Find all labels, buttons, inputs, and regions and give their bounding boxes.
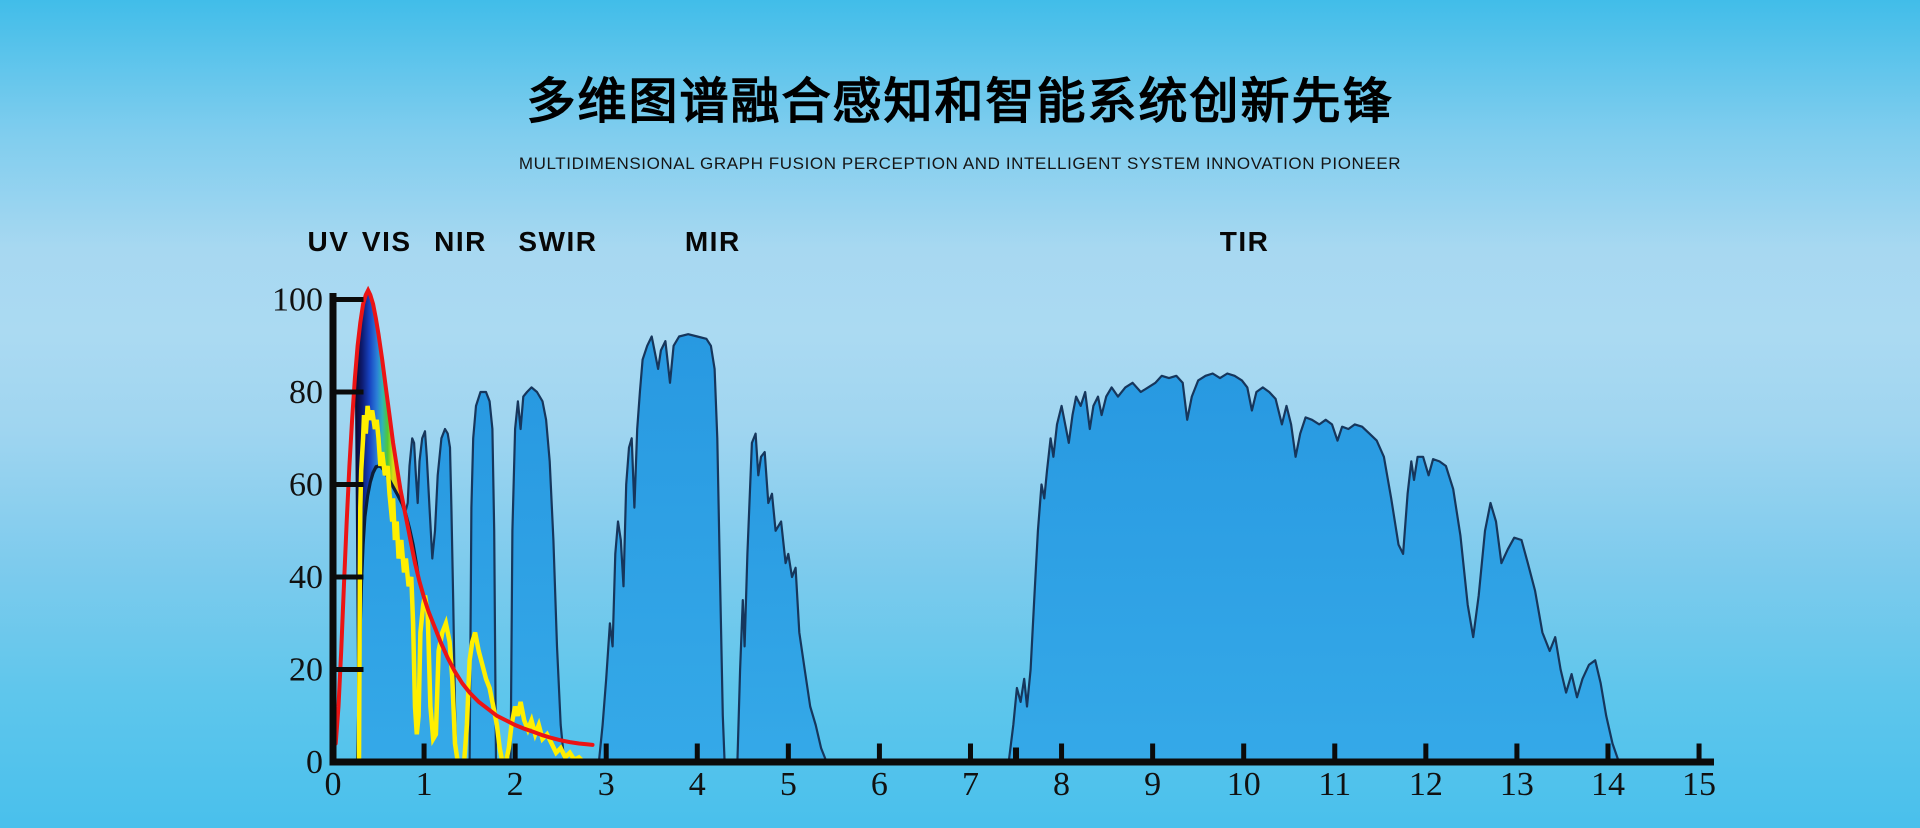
page-subtitle: MULTIDIMENSIONAL GRAPH FUSION PERCEPTION… [518, 154, 1402, 173]
y-tick-label: 20 [289, 652, 323, 689]
x-tick [1332, 743, 1338, 759]
x-tick [1696, 743, 1702, 759]
x-tick [694, 743, 700, 759]
x-axis [329, 758, 1714, 766]
x-tick [512, 743, 518, 759]
y-tick-label: 0 [306, 744, 323, 781]
band-label-swir: SWIR [518, 226, 597, 257]
x-tick [1241, 743, 1247, 759]
transmission-window-area [468, 390, 498, 764]
x-tick-label: 15 [1682, 766, 1716, 803]
x-tick [421, 743, 427, 759]
x-tick [1514, 743, 1520, 759]
band-label-nir: NIR [434, 226, 487, 257]
band-label-vis: VIS [362, 226, 412, 257]
x-tick [1150, 743, 1156, 759]
x-tick [603, 743, 609, 759]
transmission-window-area [1007, 372, 1620, 764]
x-tick-label: 2 [507, 766, 524, 803]
y-tick-label: 40 [289, 559, 323, 596]
band-label-tir: TIR [1220, 226, 1270, 257]
x-tick-label: 1 [416, 766, 433, 803]
transmission-window-area [736, 432, 828, 764]
x-tick-label: 3 [598, 766, 615, 803]
x-tick-label: 5 [780, 766, 797, 803]
blackbody-envelope-curve [333, 285, 595, 747]
band-label-uv: UV [307, 226, 349, 257]
x-tick-label: 0 [325, 766, 342, 803]
y-tick-label: 60 [289, 467, 323, 504]
x-tick [1423, 743, 1429, 759]
y-tick [336, 389, 364, 395]
y-tick [336, 297, 364, 302]
page-title: 多维图谱融合感知和智能系统创新先锋 [526, 75, 1394, 129]
x-tick [876, 743, 882, 759]
x-tick-label: 6 [871, 766, 888, 803]
x-tick [1605, 743, 1611, 759]
y-tick [336, 574, 364, 580]
x-tick-label: 9 [1144, 766, 1161, 803]
x-tick-label: 7 [962, 766, 979, 803]
transmission-window-area [509, 386, 566, 764]
x-tick-label: 11 [1318, 766, 1351, 803]
x-tick [1059, 743, 1065, 759]
x-tick [967, 743, 973, 759]
transmission-window-area [597, 333, 726, 764]
y-tick-label: 80 [289, 374, 323, 411]
x-tick-label: 8 [1053, 766, 1070, 803]
x-tick-label: 12 [1409, 766, 1443, 803]
x-tick-label: 10 [1227, 766, 1261, 803]
band-label-mir: MIR [685, 226, 741, 257]
x-tick-label: 14 [1591, 766, 1625, 803]
y-tick [336, 482, 364, 487]
x-tick [785, 743, 791, 759]
x-tick-label: 13 [1500, 766, 1534, 803]
y-axis [329, 293, 337, 766]
x-minor-tick [1013, 747, 1020, 759]
transmission-window-area [357, 427, 458, 764]
y-tick [336, 667, 364, 672]
y-tick-label: 100 [272, 282, 323, 319]
x-tick [330, 743, 336, 759]
x-tick-label: 4 [689, 766, 706, 803]
